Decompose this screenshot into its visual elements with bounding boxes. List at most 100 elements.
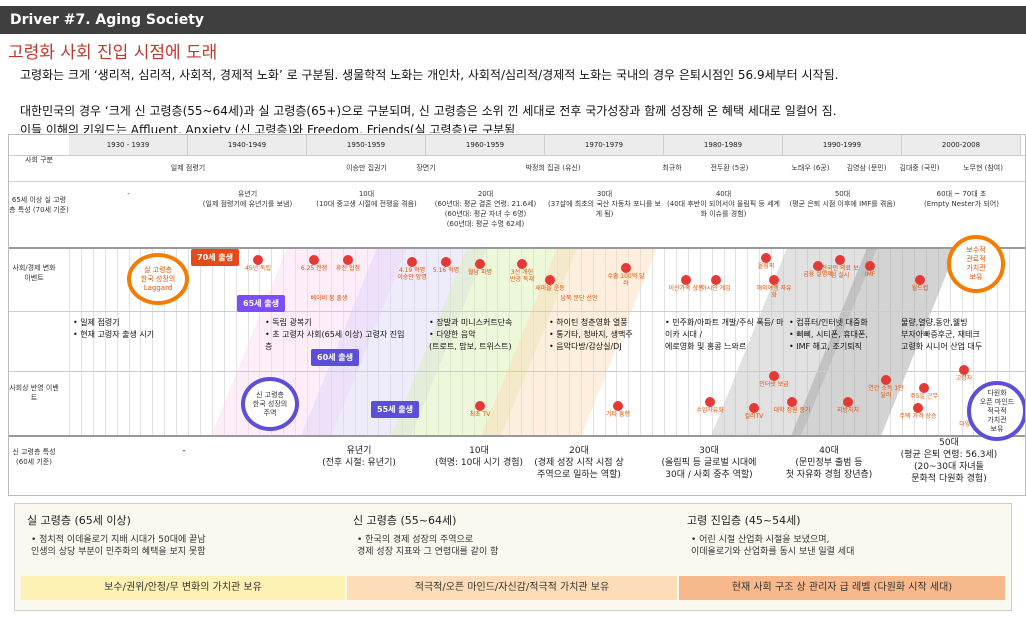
grid-line: [342, 247, 344, 435]
event-label: IMF: [864, 271, 876, 278]
row-label: 신 고령층 특성 (60세 기준): [12, 448, 56, 466]
grid-line: [473, 247, 475, 435]
tag-65: 65세 출생: [237, 295, 285, 312]
grid-line: [164, 247, 166, 435]
event-label: 금융 실명제: [803, 271, 833, 278]
social-cell: • 컴퓨터/인터넷 대중화 • 삐삐, 시티폰, 휴대폰, • IMF 해고, …: [789, 318, 868, 351]
grid-line: [830, 247, 832, 435]
event-dot: [881, 375, 891, 385]
event-label: 고령자: [955, 375, 973, 382]
event-dot: [813, 261, 823, 271]
grid-line: [664, 247, 665, 435]
social-cell: • 장발과 미니스커트단속 • 다양한 음악 (트로트, 맘보, 트위스트): [429, 318, 513, 351]
panel-bar: 적극적/오픈 마인드/자신감/적극적 가치관 보유: [347, 576, 677, 600]
event-dot: [441, 257, 451, 267]
new-senior-trait: 유년기 (전후 시절: 유년기): [322, 446, 396, 468]
event-dot: [475, 401, 485, 411]
panel-bar: 보수/권위/안정/무 변화의 가치관 보유: [21, 576, 345, 600]
event-label: 주5일 근무: [910, 393, 938, 400]
grid-line: [366, 247, 368, 435]
grid-line: [902, 247, 903, 435]
grid-line: [307, 247, 308, 435]
grid-line: [497, 247, 499, 435]
row-label: 사회 구분: [25, 156, 53, 164]
grid-line: [449, 247, 451, 435]
grid-line: [937, 247, 939, 435]
grid-line: [104, 247, 106, 435]
grid-line: [556, 247, 558, 435]
grid-line: [188, 247, 189, 435]
grid-line: [259, 247, 261, 435]
grid-line: [116, 247, 118, 435]
event-label: 이산가족 상봉: [668, 285, 704, 292]
senior-trait: 20대 (60년대: 평균 결혼 연령: 21.6세) (60년대: 평균 자녀…: [434, 190, 537, 228]
grid-line: [318, 247, 320, 435]
event-dot: [621, 263, 631, 273]
grid-line: [330, 247, 332, 435]
panel-title: 실 고령층 (65세 이상): [27, 514, 131, 527]
row-line: [9, 435, 1025, 437]
new-senior-trait: 50대 (평균 은퇴 연령: 56.3세) (20~30대 자녀들 문화적 다원…: [900, 438, 998, 484]
grid-line: [128, 247, 130, 435]
grid-line: [794, 247, 796, 435]
grid-line: [92, 247, 94, 435]
event-dot: [705, 397, 715, 407]
grid-line: [414, 247, 416, 435]
event-label: 해외여행 자유화: [756, 285, 792, 299]
decade-header: 2000-2008: [902, 135, 1021, 155]
grid-line: [354, 247, 356, 435]
grid-line: [521, 247, 523, 435]
grid-line: [80, 247, 82, 435]
event-dot: [253, 255, 263, 265]
event-dot: [343, 255, 353, 265]
new-senior-trait: 30대 (올림픽 등 글로벌 시대에 30대 / 사회 중추 역할): [661, 446, 757, 480]
grid-line: [604, 247, 606, 435]
grid-line: [580, 247, 582, 435]
misc-label: 남북 분단 선언: [560, 295, 598, 302]
senior-trait: 50대 (평균 은퇴 시점 이후에 IMF를 겪음): [789, 190, 896, 208]
decade-header: 1980-1989: [664, 135, 783, 155]
event-label: 45년 독립: [244, 265, 272, 272]
decade-header: 1990-1999: [783, 135, 902, 155]
grid-line: [854, 247, 856, 435]
event-label: 아시안 게임: [701, 285, 731, 292]
event-dot: [865, 261, 875, 271]
panel-desc: • 정치적 이데올로기 지배 시대가 50대에 끝남 인생의 상당 부분이 민주…: [31, 535, 206, 557]
era-label: 김대중 (국민): [899, 164, 940, 172]
era-label: 김영삼 (문민): [846, 164, 887, 172]
section-header: Driver #7. Aging Society: [0, 6, 1026, 34]
event-dot: [761, 253, 771, 263]
grid-line: [723, 247, 725, 435]
grid-line: [533, 247, 535, 435]
social-cell: 물량,열량,동안,웰빙 부자아빠증후군, 재테크 고령화 시니어 산업 대두: [901, 318, 983, 351]
panel-title: 신 고령층 (55~64세): [353, 514, 457, 527]
event-label: 주택 가격 상승: [899, 413, 937, 420]
paragraph-2: 대한민국의 경우 ‘크게 신 고령층(55~64세)과 실 고령층(65+)으로…: [20, 104, 837, 118]
event-dot: [711, 275, 721, 285]
senior-trait: 10대 (10대 중고생 시절에 전쟁을 겪음): [316, 190, 417, 208]
grid-line: [842, 247, 844, 435]
event-label: 대학 정원 증가: [773, 407, 811, 414]
grid-line: [735, 247, 737, 435]
row-line: [9, 155, 1025, 156]
event-label: 전국민 의료 보험 실시: [821, 265, 859, 279]
event-dot: [959, 365, 969, 375]
row-line: [9, 371, 1025, 372]
grid-line: [199, 247, 201, 435]
grid-line: [1009, 247, 1011, 435]
social-cell: • 민주화/아파트 개발/주식 폭등/ 마이카 시대 / 에로영화 및 홍콩 느…: [665, 318, 784, 351]
tag-70: 70세 출생: [191, 249, 239, 266]
grid-line: [235, 247, 237, 435]
grid-line: [640, 247, 642, 435]
event-label: 월드컵: [911, 285, 929, 292]
event-label: 5.16 혁명: [432, 267, 460, 274]
grid-line: [985, 247, 987, 435]
grid-line: [545, 247, 546, 435]
new-senior-trait: -: [182, 446, 186, 456]
grid-line: [913, 247, 915, 435]
event-dot: [787, 397, 797, 407]
event-label: 4.19 혁명 이승만 망명: [397, 267, 427, 281]
event-dot: [769, 275, 779, 285]
era-label: 최규하: [662, 164, 682, 172]
row-line: [9, 181, 1025, 182]
